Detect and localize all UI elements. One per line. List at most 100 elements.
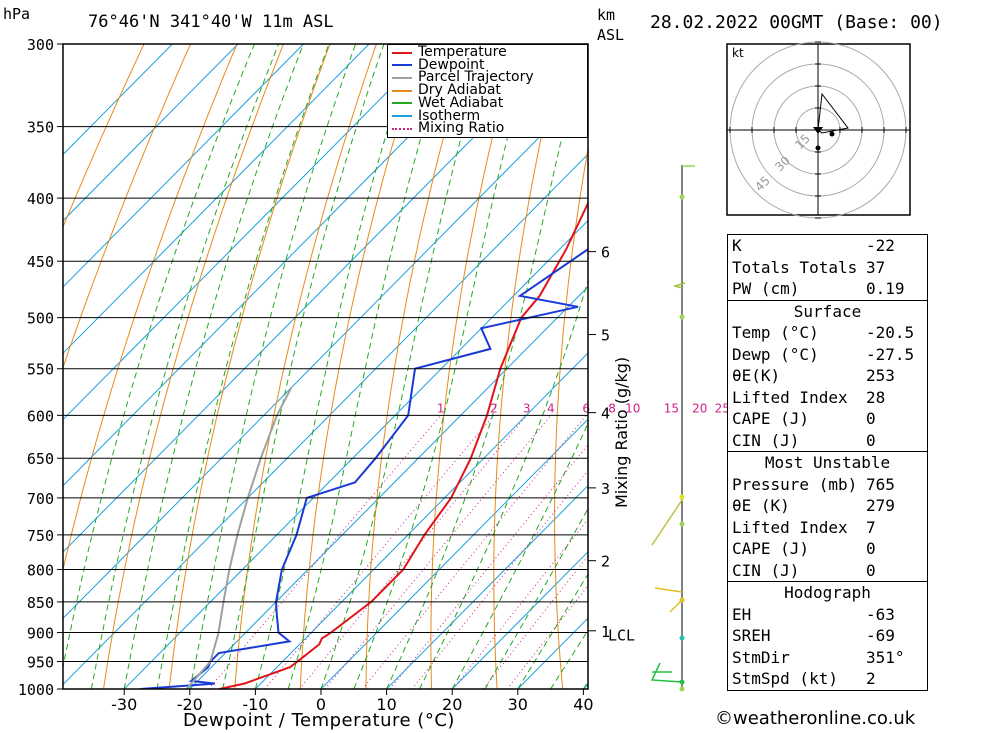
sreh-value: -69 [866, 626, 895, 645]
x-tick-label: -20 [177, 695, 203, 714]
x-axis-title: Dewpoint / Temperature (°C) [183, 710, 455, 731]
surface-theta-value: 253 [866, 366, 895, 385]
legend-label: Temperature [418, 44, 507, 60]
legend-swatch [392, 89, 412, 92]
dry-adiabat-line [932, 44, 1000, 689]
pressure-tick-label: 850 [27, 594, 54, 612]
isotherm-line [63, 44, 173, 156]
isotherm-line [123, 219, 588, 689]
wet-adiabat-line [90, 44, 280, 689]
site-credit[interactable]: ©weatheronline.co.uk [715, 708, 916, 729]
k-label: K [732, 236, 742, 255]
legend-label: Isotherm [418, 107, 481, 124]
hodograph-point [829, 131, 835, 137]
series-parcel-trajectory [185, 387, 292, 689]
km-tick-label: 6 [601, 244, 610, 262]
surface-cin-value: 0 [866, 430, 876, 450]
eh-value: -63 [866, 604, 895, 624]
isotherm-line [63, 44, 304, 288]
mu-pressure-value: 765 [866, 474, 895, 494]
surface-title: Surface [793, 301, 862, 321]
x-tick-label: 40 [573, 695, 593, 714]
dry-adiabat-line [63, 44, 191, 370]
surface-dewp-value: -27.5 [866, 344, 915, 364]
isotherm-line [63, 44, 239, 222]
hodograph-point [815, 145, 821, 151]
km-tick-label: 3 [601, 480, 610, 498]
pressure-unit-label: hPa [3, 5, 31, 23]
pw-label: PW (cm) [732, 279, 800, 298]
legend-swatch [392, 76, 412, 79]
isotherm-line [189, 286, 588, 689]
km-tick-label: 2 [601, 553, 610, 571]
isotherm-line [386, 484, 588, 689]
pressure-tick-label: 300 [27, 36, 54, 54]
surface-cape-label: CAPE (J) [732, 409, 810, 428]
wet-adiabat-line [451, 422, 588, 689]
x-tick-label: 30 [508, 695, 528, 714]
isotherm-line [63, 44, 567, 553]
mu-pressure-label: Pressure (mb) [732, 474, 858, 494]
mixing-ratio-line [482, 555, 588, 689]
surface-cape-value: 0 [866, 409, 876, 428]
stmdir-value: 351° [866, 647, 905, 667]
mu-theta-label: θE (K) [732, 496, 790, 515]
legend-swatch [392, 102, 412, 105]
pressure-tick-label: 700 [27, 490, 54, 508]
x-tick-label: -30 [111, 695, 137, 714]
isotherm-line [63, 44, 501, 487]
wet-adiabat-line [287, 44, 449, 689]
lcl-label: LCL [608, 627, 635, 645]
stmspd-value: 2 [866, 669, 876, 688]
hodograph-unit-label: kt [732, 46, 744, 60]
x-tick-label: 0 [316, 695, 326, 714]
pressure-tick-label: 950 [27, 654, 54, 672]
stmdir-label: StmDir [732, 647, 790, 667]
isotherm-line [63, 87, 588, 619]
mixing-ratio-label: 6 [582, 401, 590, 415]
hodograph-trace [817, 92, 849, 134]
stmspd-label: StmSpd (kt) [732, 669, 838, 688]
dry-adiabat-line [493, 44, 563, 689]
tt-value: 37 [866, 257, 886, 277]
most-unstable-title: Most Unstable [764, 453, 891, 472]
wet-adiabat-line [254, 44, 415, 689]
mixing-ratio-line [324, 414, 552, 689]
km-tick-label: 4 [601, 405, 610, 423]
mixing-ratio-label: 8 [608, 401, 616, 415]
pressure-tick-label: 750 [27, 527, 54, 545]
dry-adiabat-line [234, 44, 377, 689]
surface-cin-label: CIN (J) [732, 430, 800, 450]
chart-legend: Temperature Dewpoint Parcel Trajectory Dry … [387, 44, 588, 138]
km-tick-label: 1 [601, 623, 610, 641]
mixing-ratio-line [362, 414, 587, 689]
wind-marker [679, 686, 685, 692]
pw-value: 0.19 [866, 279, 905, 298]
surface-temp-label: Temp (°C) [732, 323, 819, 342]
mixing-ratio-line [389, 444, 588, 689]
pressure-tick-label: 500 [27, 310, 54, 328]
hodograph-title: Hodograph [784, 583, 871, 602]
wet-adiabat-line [386, 44, 585, 689]
legend-label: Dry Adiabat [418, 82, 501, 99]
mu-cin-value: 0 [866, 560, 876, 580]
isotherm-line [320, 418, 588, 689]
legend-swatch [392, 64, 412, 67]
mixing-ratio-label: 3 [523, 401, 531, 415]
mixing-ratio-label: 4 [547, 401, 555, 415]
legend-label: Parcel Trajectory [418, 69, 534, 86]
mu-cin-label: CIN (J) [732, 560, 800, 580]
datetime-title: 28.02.2022 00GMT (Base: 00) [650, 12, 943, 33]
dry-adiabat-line [103, 44, 284, 689]
mixing-ratio-axis-title: Mixing Ratio (g/kg) [612, 356, 631, 508]
mixing-ratio-label: 2 [490, 401, 498, 415]
legend-item: Mixing Ratio [392, 121, 504, 135]
pressure-tick-label: 800 [27, 561, 54, 579]
mixing-ratio-label: 20 [692, 401, 707, 415]
legend-item: Isotherm [392, 107, 481, 124]
x-tick-label: 20 [442, 695, 462, 714]
isotherm-line [451, 551, 588, 689]
dry-adiabat-line [554, 146, 588, 689]
dry-adiabat-line [168, 44, 331, 689]
